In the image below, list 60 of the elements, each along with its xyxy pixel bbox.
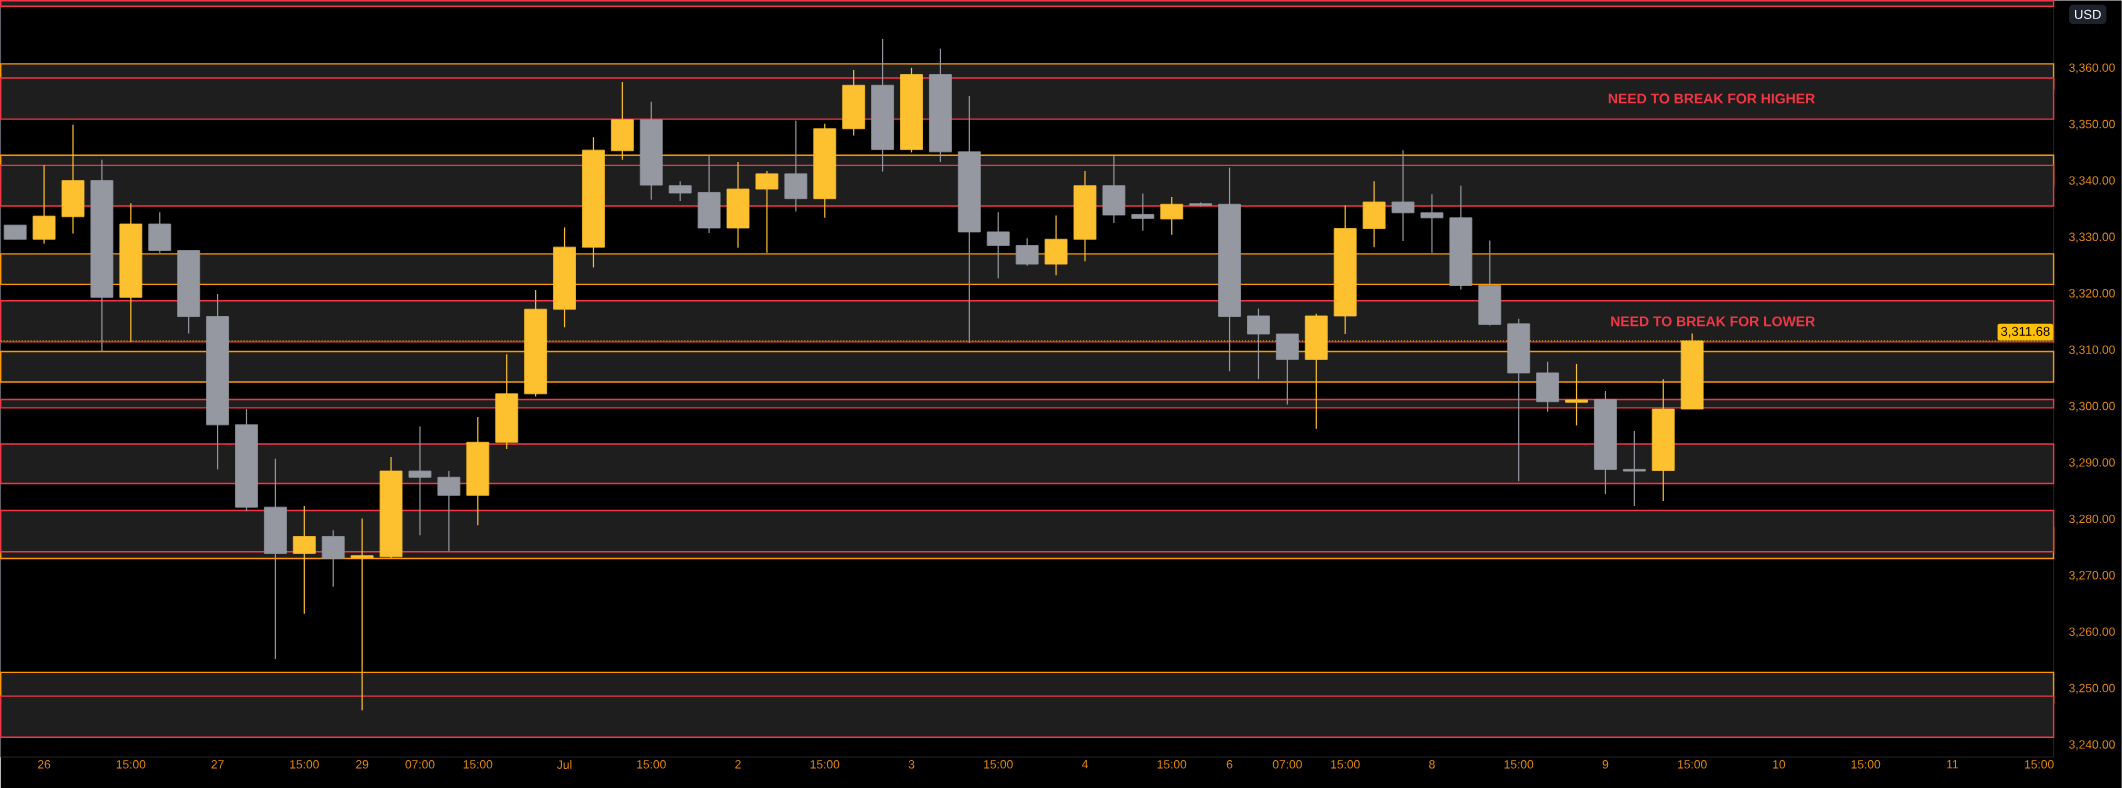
- x-tick-label: 07:00: [1272, 760, 1302, 769]
- x-tick-label: 29: [356, 760, 369, 769]
- x-tick-label: 15:00: [1157, 760, 1187, 769]
- band-label: NEED TO BREAK FOR LOWER: [1611, 316, 1815, 327]
- x-tick-label: 15:00: [1678, 760, 1707, 769]
- x-tick-label: 15:00: [1331, 760, 1360, 769]
- x-tick-label: 10: [1773, 760, 1786, 769]
- x-tick-label: 26: [38, 760, 51, 769]
- x-tick-label: 2: [735, 760, 741, 769]
- x-tick-label: 8: [1429, 760, 1435, 769]
- candlestick: [1391, 149, 1415, 242]
- x-tick-label: 3: [908, 760, 915, 769]
- x-tick-label: 11: [1947, 760, 1959, 769]
- y-tick-label: 3,240.00: [2069, 740, 2115, 751]
- candlestick: [668, 180, 692, 202]
- candlestick: [437, 470, 461, 552]
- candlestick: [408, 425, 432, 536]
- band-label: NEED TO BREAK FOR HIGHER: [1608, 93, 1815, 104]
- x-tick-label: Jul: [557, 760, 572, 769]
- y-tick-label: 3,360.00: [2069, 63, 2115, 74]
- x-tick-label: 15:00: [984, 760, 1013, 769]
- y-tick-label: 3,270.00: [2069, 571, 2115, 581]
- candlestick: [321, 529, 345, 588]
- candlestick: [986, 211, 1010, 279]
- candlestick: [292, 505, 316, 615]
- x-tick-label: 6: [1226, 760, 1233, 769]
- candlestick: [1622, 430, 1646, 507]
- x-tick-label: 9: [1602, 760, 1609, 769]
- x-tick-label: 15:00: [290, 760, 319, 769]
- candlestick: [1565, 363, 1588, 426]
- x-tick-label: 15:00: [1851, 760, 1881, 769]
- ref-line-label: 3,311.68: [2001, 326, 2050, 338]
- x-tick-label: 15:00: [463, 760, 493, 769]
- x-tick-label: 27: [211, 760, 224, 769]
- x-tick-label: 15:00: [810, 760, 840, 769]
- candlestick: [1247, 308, 1270, 380]
- y-tick-label: 3,340.00: [2069, 176, 2115, 187]
- y-tick-label: 3,290.00: [2069, 458, 2115, 469]
- candlestick: [755, 170, 779, 254]
- candlestick: [1420, 193, 1444, 254]
- candlestick: [32, 164, 56, 245]
- candlestick: [1015, 237, 1039, 267]
- y-tick-label: 3,280.00: [2069, 514, 2115, 525]
- y-tick-label: 3,350.00: [2069, 119, 2115, 130]
- y-tick-label: 3,300.00: [2069, 401, 2115, 412]
- y-tick-label: 3,250.00: [2069, 683, 2115, 694]
- y-tick-label: 3,310.00: [2069, 345, 2115, 356]
- y-tick-label: 3,260.00: [2069, 627, 2115, 638]
- candlestick: [1131, 192, 1155, 232]
- candlestick: [1160, 196, 1184, 236]
- x-tick-label: 4: [1081, 760, 1088, 769]
- candlestick: [350, 517, 374, 711]
- x-tick-label: 15:00: [2025, 760, 2054, 769]
- x-tick-label: 15:00: [116, 760, 146, 769]
- x-tick-label: 15:00: [637, 760, 666, 769]
- y-tick-label: 3,330.00: [2069, 232, 2115, 243]
- x-tick-label: 15:00: [1504, 760, 1534, 769]
- y-tick-label: 3,320.00: [2069, 289, 2115, 299]
- x-tick-label: 07:00: [405, 760, 435, 769]
- y-axis-title: USD: [2075, 9, 2101, 19]
